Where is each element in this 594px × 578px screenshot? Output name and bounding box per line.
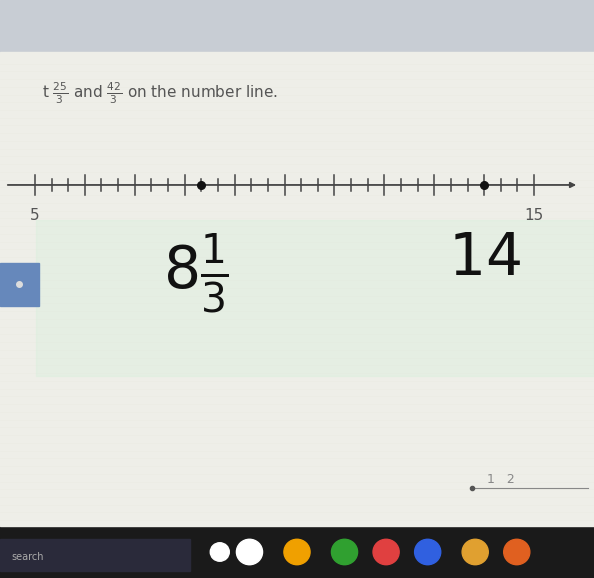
Text: search: search <box>12 551 45 562</box>
Circle shape <box>462 539 488 565</box>
Bar <box>0 263 39 306</box>
Bar <box>0 0 594 52</box>
Text: $14$: $14$ <box>448 231 521 288</box>
Bar <box>0 539 190 571</box>
Circle shape <box>331 539 358 565</box>
Bar <box>0 526 594 578</box>
Text: 1   2: 1 2 <box>487 473 515 486</box>
Circle shape <box>236 539 263 565</box>
Circle shape <box>415 539 441 565</box>
Text: $8\frac{1}{3}$: $8\frac{1}{3}$ <box>163 231 228 314</box>
Text: 15: 15 <box>525 208 544 223</box>
Circle shape <box>504 539 530 565</box>
Bar <box>36 220 594 376</box>
Text: 5: 5 <box>30 208 40 223</box>
Circle shape <box>373 539 399 565</box>
Circle shape <box>284 539 310 565</box>
Text: t $\frac{25}{3}$ and $\frac{42}{3}$ on the number line.: t $\frac{25}{3}$ and $\frac{42}{3}$ on t… <box>42 81 277 106</box>
Circle shape <box>210 543 229 561</box>
Bar <box>0 52 594 526</box>
